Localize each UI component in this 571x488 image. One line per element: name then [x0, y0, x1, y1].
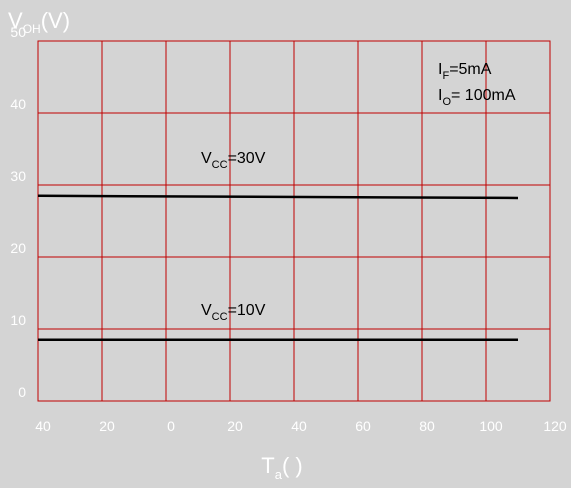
series-label-vcc-30v: VCC=30V	[201, 150, 266, 171]
x-tick-label: 0	[167, 418, 175, 434]
x-tick-label: 40	[35, 418, 51, 434]
series-lines	[37, 194, 519, 342]
x-tick-label: 120	[543, 418, 567, 434]
x-tick-label: 20	[99, 418, 115, 434]
x-tick-label: 100	[479, 418, 503, 434]
y-tick-label: 50	[10, 24, 26, 40]
condition-io: IO= 100mA	[438, 87, 516, 108]
x-tick-label: 80	[419, 418, 435, 434]
x-tick-label: 40	[291, 418, 307, 434]
y-tick-label: 40	[10, 96, 26, 112]
x-tick-label: 20	[227, 418, 243, 434]
y-tick-label: 10	[10, 312, 26, 328]
series-line-1	[37, 194, 519, 200]
y-tick-label: 0	[18, 384, 26, 400]
condition-if: IF=5mA	[438, 61, 492, 82]
x-axis-title: Ta( )	[261, 453, 302, 482]
x-tick-label: 60	[355, 418, 371, 434]
series-label-vcc-10v: VCC=10V	[201, 302, 266, 323]
y-tick-label: 20	[10, 240, 26, 256]
tick-labels: 40 20 0 20 40 60 80 100 120 0 10 20 30 40 50	[10, 24, 566, 434]
y-tick-label: 30	[10, 168, 26, 184]
y-axis-title: VOH(V)	[8, 8, 70, 36]
